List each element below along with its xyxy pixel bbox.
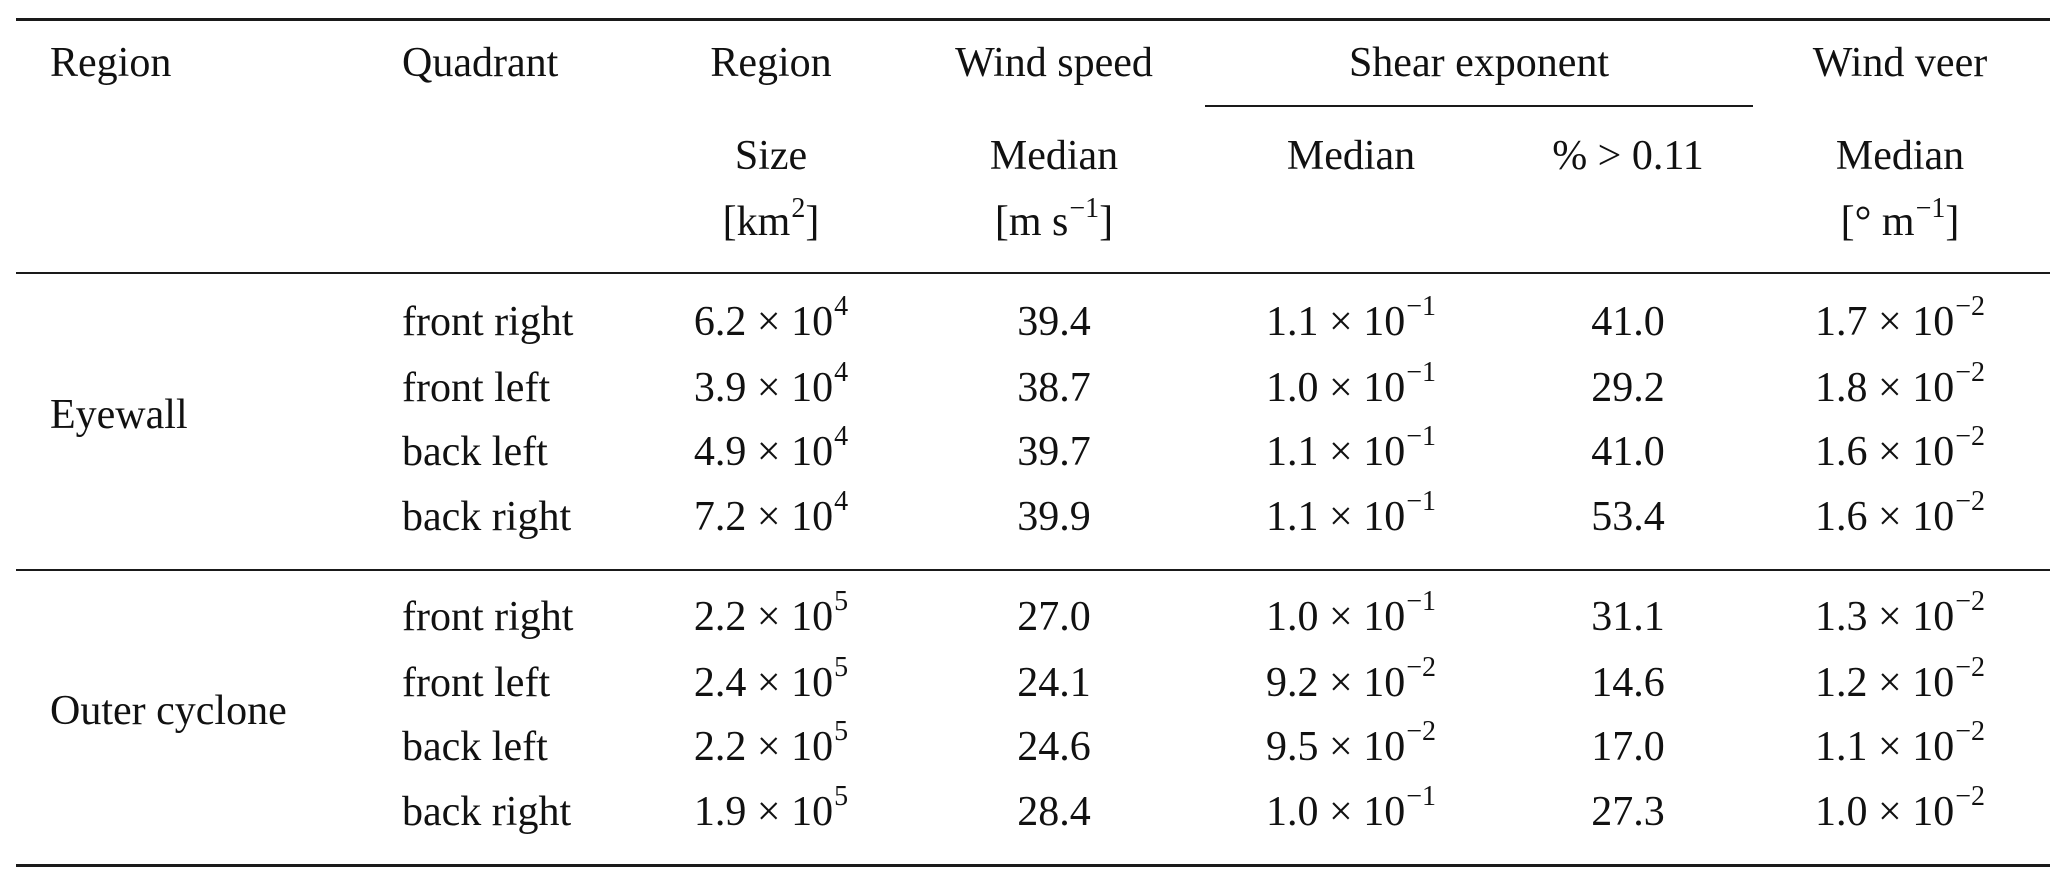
- veer-cell: 1.6 × 10−2: [1815, 421, 1985, 475]
- veer-cell: 1.7 × 10−2: [1815, 291, 1985, 345]
- veer-cell: 1.0 × 10−2: [1815, 781, 1985, 835]
- header-shear-pct: % > 0.11: [1552, 133, 1704, 179]
- size-cell: 3.9 × 104: [693, 357, 849, 411]
- shear-pct-cell: 41.0: [1591, 429, 1665, 475]
- wind-cell: 27.0: [1017, 594, 1091, 640]
- veer-cell: 1.8 × 10−2: [1815, 357, 1985, 411]
- unit-m-per-s: [m s−1]: [994, 193, 1114, 245]
- size-cell: 2.4 × 105: [693, 652, 849, 706]
- wind-cell: 39.7: [1017, 429, 1091, 475]
- wind-cell: 24.6: [1017, 724, 1091, 770]
- header-region: Region: [50, 40, 172, 86]
- quadrant-cell: front right: [402, 594, 574, 640]
- quadrant-cell: front left: [402, 365, 551, 411]
- quadrant-cell: back right: [402, 494, 572, 540]
- shear-group-rule: [1205, 105, 1753, 107]
- shear-pct-cell: 17.0: [1591, 724, 1665, 770]
- shear-median-cell: 1.1 × 10−1: [1266, 291, 1436, 345]
- top-rule: [16, 18, 2050, 21]
- group-label-eyewall: Eyewall: [50, 392, 188, 438]
- shear-median-cell: 1.1 × 10−1: [1266, 421, 1436, 475]
- quadrant-cell: front right: [402, 299, 574, 345]
- header-region-size: Region: [710, 40, 832, 86]
- header-rule: [16, 272, 2050, 274]
- shear-pct-cell: 53.4: [1591, 494, 1665, 540]
- header-size: Size: [734, 133, 808, 179]
- veer-cell: 1.3 × 10−2: [1815, 586, 1985, 640]
- shear-pct-cell: 27.3: [1591, 789, 1665, 835]
- unit-km2: [km2]: [722, 193, 820, 245]
- group-label-outer-cyclone: Outer cyclone: [50, 688, 287, 734]
- size-cell: 2.2 × 105: [693, 586, 849, 640]
- wind-cell: 38.7: [1017, 365, 1091, 411]
- header-wind-median: Median: [989, 133, 1119, 179]
- size-cell: 2.2 × 105: [693, 716, 849, 770]
- shear-median-cell: 1.0 × 10−1: [1266, 781, 1436, 835]
- veer-cell: 1.6 × 10−2: [1815, 486, 1985, 540]
- wind-cell: 28.4: [1017, 789, 1091, 835]
- group-rule: [16, 569, 2050, 571]
- wind-cell: 39.9: [1017, 494, 1091, 540]
- quadrant-cell: back left: [402, 429, 548, 475]
- quadrant-cell: back left: [402, 724, 548, 770]
- size-cell: 7.2 × 104: [693, 486, 849, 540]
- shear-pct-cell: 31.1: [1591, 594, 1665, 640]
- header-shear-median: Median: [1286, 133, 1416, 179]
- header-shear-exponent: Shear exponent: [1348, 40, 1610, 86]
- shear-median-cell: 1.0 × 10−1: [1266, 586, 1436, 640]
- shear-median-cell: 1.1 × 10−1: [1266, 486, 1436, 540]
- size-cell: 6.2 × 104: [693, 291, 849, 345]
- shear-median-cell: 1.0 × 10−1: [1266, 357, 1436, 411]
- shear-pct-cell: 14.6: [1591, 660, 1665, 706]
- header-wind-speed: Wind speed: [955, 40, 1153, 86]
- veer-cell: 1.1 × 10−2: [1815, 716, 1985, 770]
- unit-deg-per-m: [° m−1]: [1840, 193, 1960, 245]
- header-veer-median: Median: [1835, 133, 1965, 179]
- bottom-rule: [16, 864, 2050, 867]
- shear-median-cell: 9.2 × 10−2: [1266, 652, 1436, 706]
- quadrant-cell: back right: [402, 789, 572, 835]
- header-quadrant: Quadrant: [402, 40, 559, 86]
- shear-pct-cell: 41.0: [1591, 299, 1665, 345]
- quadrant-cell: front left: [402, 660, 551, 706]
- header-wind-veer: Wind veer: [1812, 40, 1988, 86]
- size-cell: 4.9 × 104: [693, 421, 849, 475]
- shear-pct-cell: 29.2: [1591, 365, 1665, 411]
- wind-cell: 39.4: [1017, 299, 1091, 345]
- size-cell: 1.9 × 105: [693, 781, 849, 835]
- shear-median-cell: 9.5 × 10−2: [1266, 716, 1436, 770]
- veer-cell: 1.2 × 10−2: [1815, 652, 1985, 706]
- wind-cell: 24.1: [1017, 660, 1091, 706]
